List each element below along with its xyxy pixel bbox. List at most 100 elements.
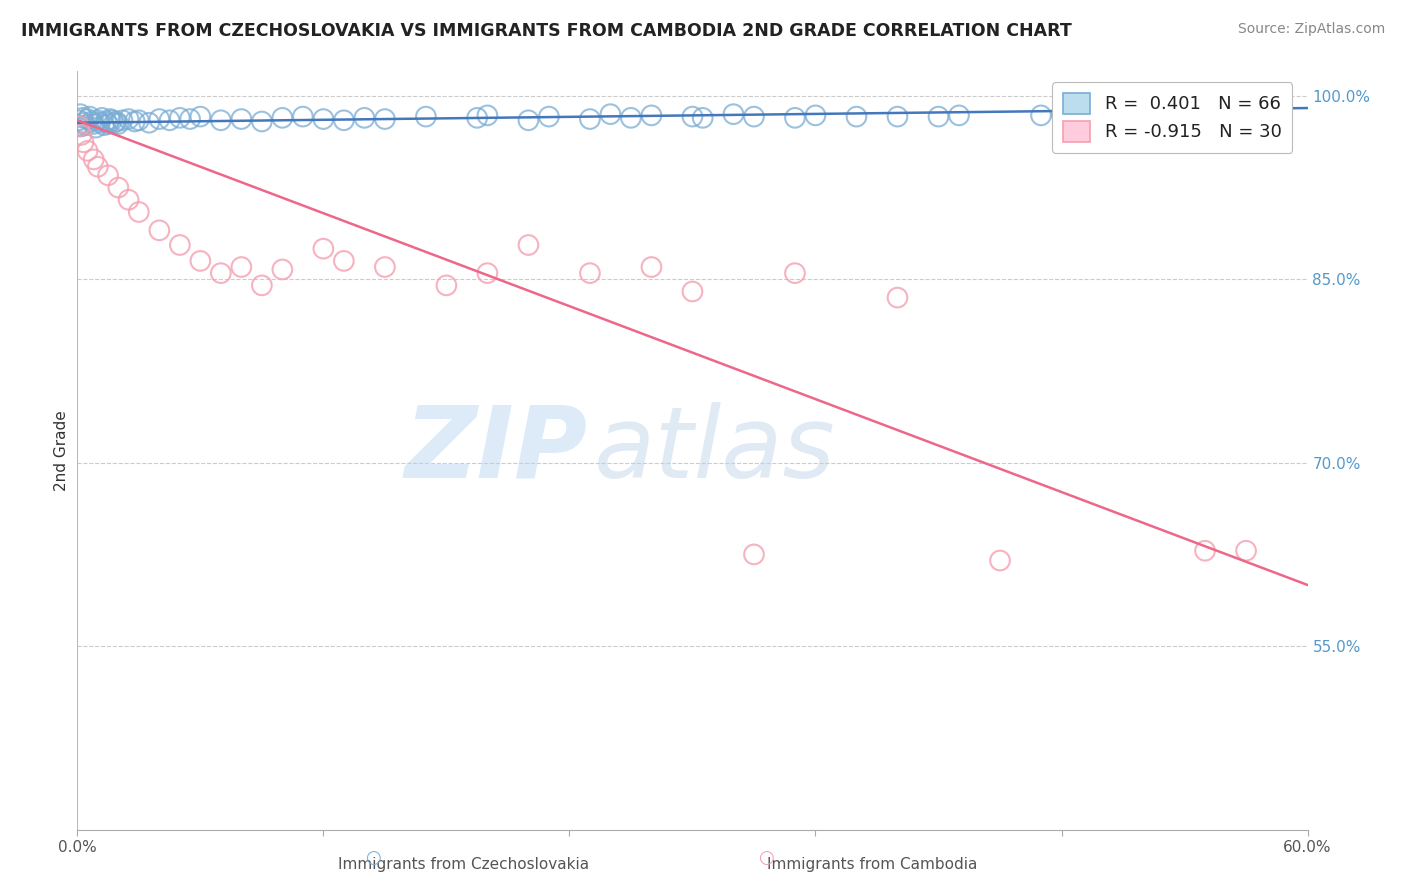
Point [250,114,273,128]
Text: ZIP: ZIP [405,402,588,499]
Point [845,110,868,124]
Point [148,112,170,126]
Point [692,111,714,125]
Point [179,112,201,126]
Text: Immigrants from Czechoslovakia: Immigrants from Czechoslovakia [339,857,589,872]
Point [517,238,540,252]
Point [231,260,253,274]
Text: ○: ○ [364,849,381,867]
Point [312,242,335,256]
Point [537,110,560,124]
Point [105,114,128,128]
Point [111,113,134,128]
Point [128,113,150,128]
Point [117,112,139,126]
Point [988,553,1011,567]
Point [312,112,335,126]
Point [80,114,103,128]
Point [83,117,105,131]
Point [70,120,93,134]
Point [169,238,191,252]
Point [682,285,704,299]
Point [66,120,89,134]
Text: Immigrants from Cambodia: Immigrants from Cambodia [766,857,977,872]
Point [579,266,602,280]
Point [928,110,950,124]
Point [477,266,499,280]
Text: ○: ○ [758,849,775,867]
Text: Source: ZipAtlas.com: Source: ZipAtlas.com [1237,22,1385,37]
Point [188,254,212,268]
Point [69,107,91,121]
Point [579,112,602,126]
Point [70,128,93,142]
Point [640,260,662,274]
Point [107,180,129,194]
Point [1029,108,1052,122]
Point [477,108,499,122]
Point [209,266,232,280]
Point [90,111,114,125]
Point [415,110,437,124]
Point [159,113,181,128]
Point [89,116,111,130]
Point [271,262,294,277]
Point [599,107,621,121]
Point [87,160,110,174]
Point [1153,107,1175,121]
Point [640,108,662,122]
Point [98,112,121,126]
Point [291,110,314,124]
Point [1194,110,1216,124]
Point [783,111,806,125]
Point [128,205,150,219]
Point [117,193,139,207]
Y-axis label: 2nd Grade: 2nd Grade [53,410,69,491]
Point [72,111,94,125]
Point [169,111,191,125]
Text: atlas: atlas [595,402,835,499]
Point [886,110,908,124]
Point [84,120,107,135]
Point [103,116,125,130]
Text: IMMIGRANTS FROM CZECHOSLOVAKIA VS IMMIGRANTS FROM CAMBODIA 2ND GRADE CORRELATION: IMMIGRANTS FROM CZECHOSLOVAKIA VS IMMIGR… [21,22,1071,40]
Point [1256,106,1278,120]
Point [67,113,90,128]
Point [783,266,806,280]
Point [188,110,212,124]
Point [87,113,110,128]
Point [107,117,129,131]
Point [333,113,356,128]
Point [76,112,98,126]
Point [231,112,253,126]
Legend: R =  0.401   N = 66, R = -0.915   N = 30: R = 0.401 N = 66, R = -0.915 N = 30 [1052,82,1292,153]
Point [76,144,98,158]
Point [804,108,827,122]
Point [742,548,765,562]
Point [682,110,704,124]
Point [1050,107,1073,121]
Point [83,153,105,167]
Point [101,113,124,128]
Point [353,111,375,125]
Point [886,291,908,305]
Point [79,110,101,124]
Point [723,107,745,121]
Point [374,112,396,126]
Point [742,110,765,124]
Point [97,117,120,131]
Point [97,169,120,183]
Point [94,114,117,128]
Point [620,111,643,125]
Point [67,120,90,134]
Point [75,118,97,132]
Point [250,278,273,293]
Point [72,136,94,150]
Point [465,111,488,125]
Point [138,116,160,130]
Point [374,260,396,274]
Point [209,113,232,128]
Point [1194,543,1216,558]
Point [124,114,146,128]
Point [948,108,970,122]
